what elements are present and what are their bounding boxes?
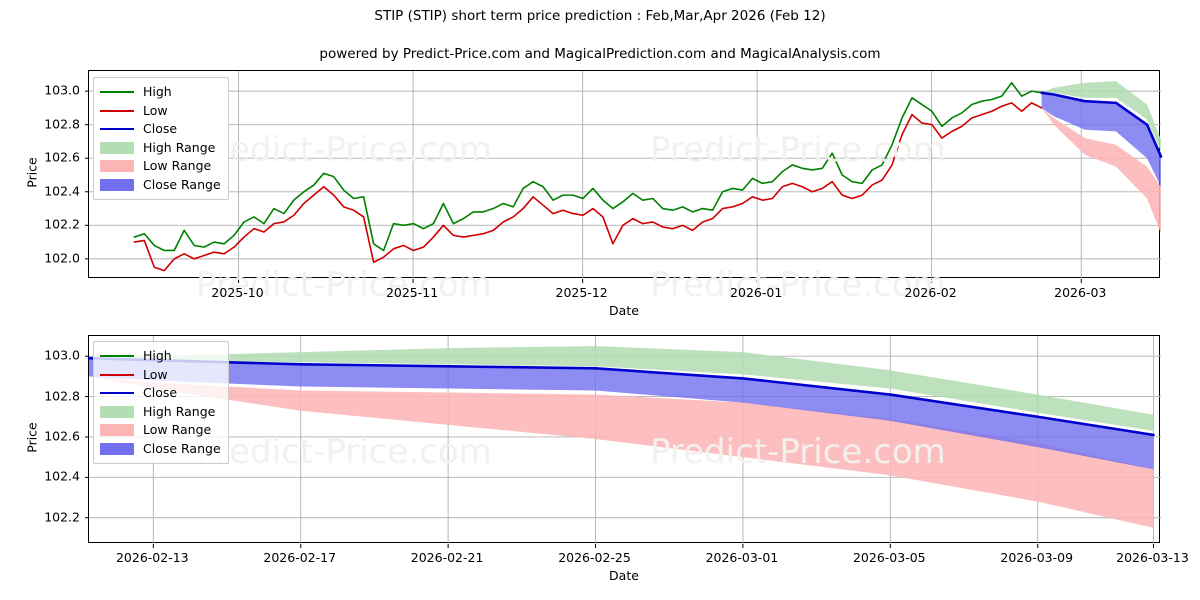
- legend-label: Close Range: [143, 440, 221, 456]
- ytick-label: 102.6: [44, 428, 80, 444]
- legend-item-close-range[interactable]: Close Range: [100, 176, 221, 195]
- ytick-label: 102.2: [44, 216, 80, 232]
- xtick-label: 2026-02-17: [263, 550, 337, 565]
- series-line-close-predicted: [1040, 91, 1163, 158]
- legend-swatch-low-range-icon: [100, 424, 134, 437]
- legend-swatch-close-range-icon: [100, 442, 134, 455]
- xtick-label: 2025-12: [555, 285, 608, 300]
- xtick-label: 2026-03-05: [852, 550, 926, 565]
- xtick-label: 2026-03-13: [1116, 550, 1189, 565]
- top-chart-ylabel: Price: [24, 157, 40, 188]
- xtick-label: 2025-10: [211, 285, 264, 300]
- top-chart-xlabel: Date: [609, 303, 639, 318]
- legend-swatch-low-icon: [100, 369, 134, 381]
- band-close-range: [1041, 92, 1161, 187]
- legend-item-low-range[interactable]: Low Range: [100, 157, 221, 176]
- series-line-low: [133, 102, 1043, 272]
- top-chart-legend: High Low Close High Range Low Range Close Ran…: [93, 77, 229, 200]
- legend-swatch-close-icon: [100, 123, 134, 135]
- bottom-chart-axes: [85, 335, 1161, 548]
- ytick-label: 102.4: [44, 468, 80, 484]
- legend-label: Low: [143, 366, 168, 382]
- ytick-label: 102.8: [44, 388, 80, 404]
- page-subtitle: powered by Predict-Price.com and Magical…: [319, 46, 881, 62]
- legend-swatch-high-icon: [100, 350, 134, 362]
- legend-item-close-range[interactable]: Close Range: [100, 440, 221, 459]
- legend-label: Low: [143, 102, 168, 118]
- ytick-label: 102.4: [44, 183, 80, 199]
- bottom-chart-xlabel: Date: [609, 568, 639, 583]
- legend-label: Close Range: [143, 176, 221, 192]
- legend-swatch-low-icon: [100, 105, 134, 117]
- series-line-high: [133, 81, 1043, 252]
- xtick-label: 2026-01: [730, 285, 783, 300]
- band-low-range: [1041, 107, 1161, 234]
- band-close-range: [89, 358, 1154, 470]
- band-high-range: [89, 346, 1154, 431]
- xtick-label: 2026-03-09: [1000, 550, 1074, 565]
- bottom-chart-plot: [85, 336, 1161, 548]
- legend-swatch-low-range-icon: [100, 160, 134, 173]
- legend-label: High Range: [143, 139, 216, 155]
- legend-label: Low Range: [143, 158, 212, 173]
- legend-item-high-range[interactable]: High Range: [100, 403, 221, 422]
- legend-swatch-high-range-icon: [100, 405, 134, 418]
- ytick-label: 102.8: [44, 116, 80, 132]
- xtick-label: 2026-02: [904, 285, 957, 300]
- ytick-label: 102.6: [44, 149, 80, 165]
- top-chart-plot: [85, 71, 1163, 283]
- legend-label: Close: [143, 121, 178, 136]
- xtick-label: 2026-03: [1054, 285, 1107, 300]
- xtick-label: 2026-02-13: [115, 550, 189, 565]
- legend-label: High Range: [143, 403, 216, 419]
- legend-label: High: [143, 348, 172, 363]
- bottom-chart-legend: High Low Close High Range Low Range Close Ran…: [93, 341, 229, 464]
- top-chart-axes: [85, 70, 1163, 283]
- legend-label: High: [143, 84, 172, 99]
- xtick-label: 2026-03-01: [705, 550, 779, 565]
- band-high-range: [1041, 81, 1161, 152]
- legend-item-high[interactable]: High: [100, 347, 221, 366]
- legend-item-low[interactable]: Low: [100, 366, 221, 385]
- ytick-label: 102.0: [44, 250, 80, 266]
- legend-swatch-high-icon: [100, 86, 134, 98]
- xtick-label: 2025-11: [385, 285, 439, 300]
- legend-item-high[interactable]: High: [100, 83, 221, 102]
- legend-item-close[interactable]: Close: [100, 384, 221, 403]
- legend-item-low[interactable]: Low: [100, 102, 221, 121]
- bottom-chart-ylabel: Price: [24, 422, 40, 453]
- band-low-range: [89, 376, 1154, 528]
- legend-label: Low Range: [143, 422, 212, 437]
- legend-item-high-range[interactable]: High Range: [100, 139, 221, 158]
- legend-label: Close: [143, 385, 178, 400]
- legend-swatch-close-icon: [100, 387, 134, 399]
- xtick-label: 2026-02-25: [558, 550, 631, 565]
- legend-swatch-high-range-icon: [100, 141, 134, 154]
- page-title: STIP (STIP) short term price prediction …: [374, 8, 826, 24]
- ytick-label: 103.0: [44, 82, 80, 98]
- legend-swatch-close-range-icon: [100, 178, 134, 191]
- legend-item-low-range[interactable]: Low Range: [100, 421, 221, 440]
- xtick-label: 2026-02-21: [410, 550, 484, 565]
- legend-item-close[interactable]: Close: [100, 120, 221, 139]
- ytick-label: 102.2: [44, 509, 80, 525]
- ytick-label: 103.0: [44, 347, 80, 363]
